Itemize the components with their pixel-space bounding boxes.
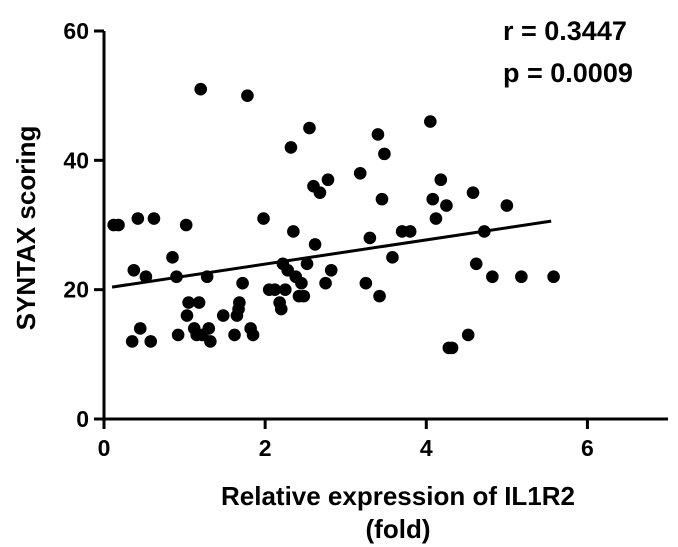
- data-point: [125, 335, 139, 348]
- data-point: [440, 199, 453, 212]
- data-point: [319, 276, 332, 290]
- axes-group: [102, 31, 668, 421]
- p-value-annotation: p = 0.0009: [503, 58, 633, 88]
- data-point: [241, 89, 254, 102]
- data-point: [486, 270, 499, 284]
- data-point: [547, 270, 560, 284]
- data-point: [371, 128, 385, 141]
- data-point: [308, 238, 322, 251]
- data-point: [466, 186, 480, 199]
- data-point: [274, 302, 288, 316]
- x-tick-label: 6: [581, 435, 594, 461]
- data-point: [180, 309, 194, 322]
- data-point: [375, 192, 389, 206]
- data-point: [445, 341, 459, 355]
- x-tick-label: 4: [420, 435, 433, 461]
- r-value-annotation: r = 0.3447: [503, 16, 627, 46]
- x-axis-title-unit: (fold): [366, 514, 431, 544]
- data-point: [233, 296, 246, 309]
- y-tick-label: 20: [63, 277, 89, 303]
- data-point: [461, 328, 475, 342]
- x-tick-label: 0: [98, 435, 111, 461]
- data-point: [200, 270, 214, 284]
- data-point: [171, 328, 185, 342]
- data-point: [303, 121, 316, 135]
- y-tick-label: 0: [76, 406, 89, 432]
- data-point: [257, 212, 270, 225]
- data-point: [144, 335, 158, 348]
- data-point: [300, 257, 314, 271]
- data-point: [378, 147, 391, 161]
- ticks-group: 0 20 40 60 0 2 4 6: [63, 18, 593, 461]
- data-point: [236, 276, 249, 290]
- data-point: [246, 328, 260, 342]
- data-point: [216, 309, 230, 322]
- data-point: [429, 212, 443, 225]
- data-point: [139, 270, 153, 284]
- regression-line: [111, 219, 552, 289]
- data-point: [202, 322, 216, 335]
- data-point: [403, 225, 417, 238]
- y-axis-title: SYNTAX scoring: [11, 126, 41, 331]
- data-point: [127, 263, 141, 277]
- data-point: [477, 225, 491, 238]
- data-point: [469, 257, 483, 271]
- data-point: [179, 218, 193, 232]
- data-point: [297, 289, 311, 303]
- data-point: [359, 276, 373, 290]
- data-point: [170, 270, 183, 284]
- data-point: [166, 251, 179, 264]
- data-point: [194, 82, 207, 96]
- data-point: [386, 251, 399, 264]
- data-point: [424, 115, 437, 128]
- points-group: [107, 82, 560, 355]
- x-tick-label: 2: [259, 435, 272, 461]
- data-point: [321, 173, 335, 187]
- data-point: [434, 173, 448, 187]
- data-point: [278, 283, 292, 296]
- x-axis-title: Relative expression of IL1R2: [221, 481, 575, 511]
- data-point: [353, 166, 367, 180]
- data-point: [500, 199, 514, 212]
- data-point: [182, 296, 195, 309]
- data-point: [112, 218, 125, 232]
- data-point: [324, 263, 338, 277]
- data-point: [228, 328, 241, 342]
- data-point: [363, 231, 377, 245]
- data-point: [192, 296, 206, 309]
- y-tick-label: 60: [63, 18, 89, 44]
- data-point: [515, 270, 528, 284]
- data-point: [313, 186, 327, 199]
- data-point: [204, 335, 217, 348]
- data-point: [295, 276, 308, 290]
- regression-group: [111, 219, 552, 289]
- data-point: [131, 212, 145, 225]
- data-point: [147, 212, 161, 225]
- y-tick-label: 40: [63, 147, 89, 173]
- data-point: [287, 225, 300, 238]
- data-point: [284, 141, 298, 154]
- data-point: [426, 192, 440, 206]
- data-point: [268, 283, 282, 296]
- data-point: [133, 322, 147, 335]
- data-point: [373, 289, 386, 303]
